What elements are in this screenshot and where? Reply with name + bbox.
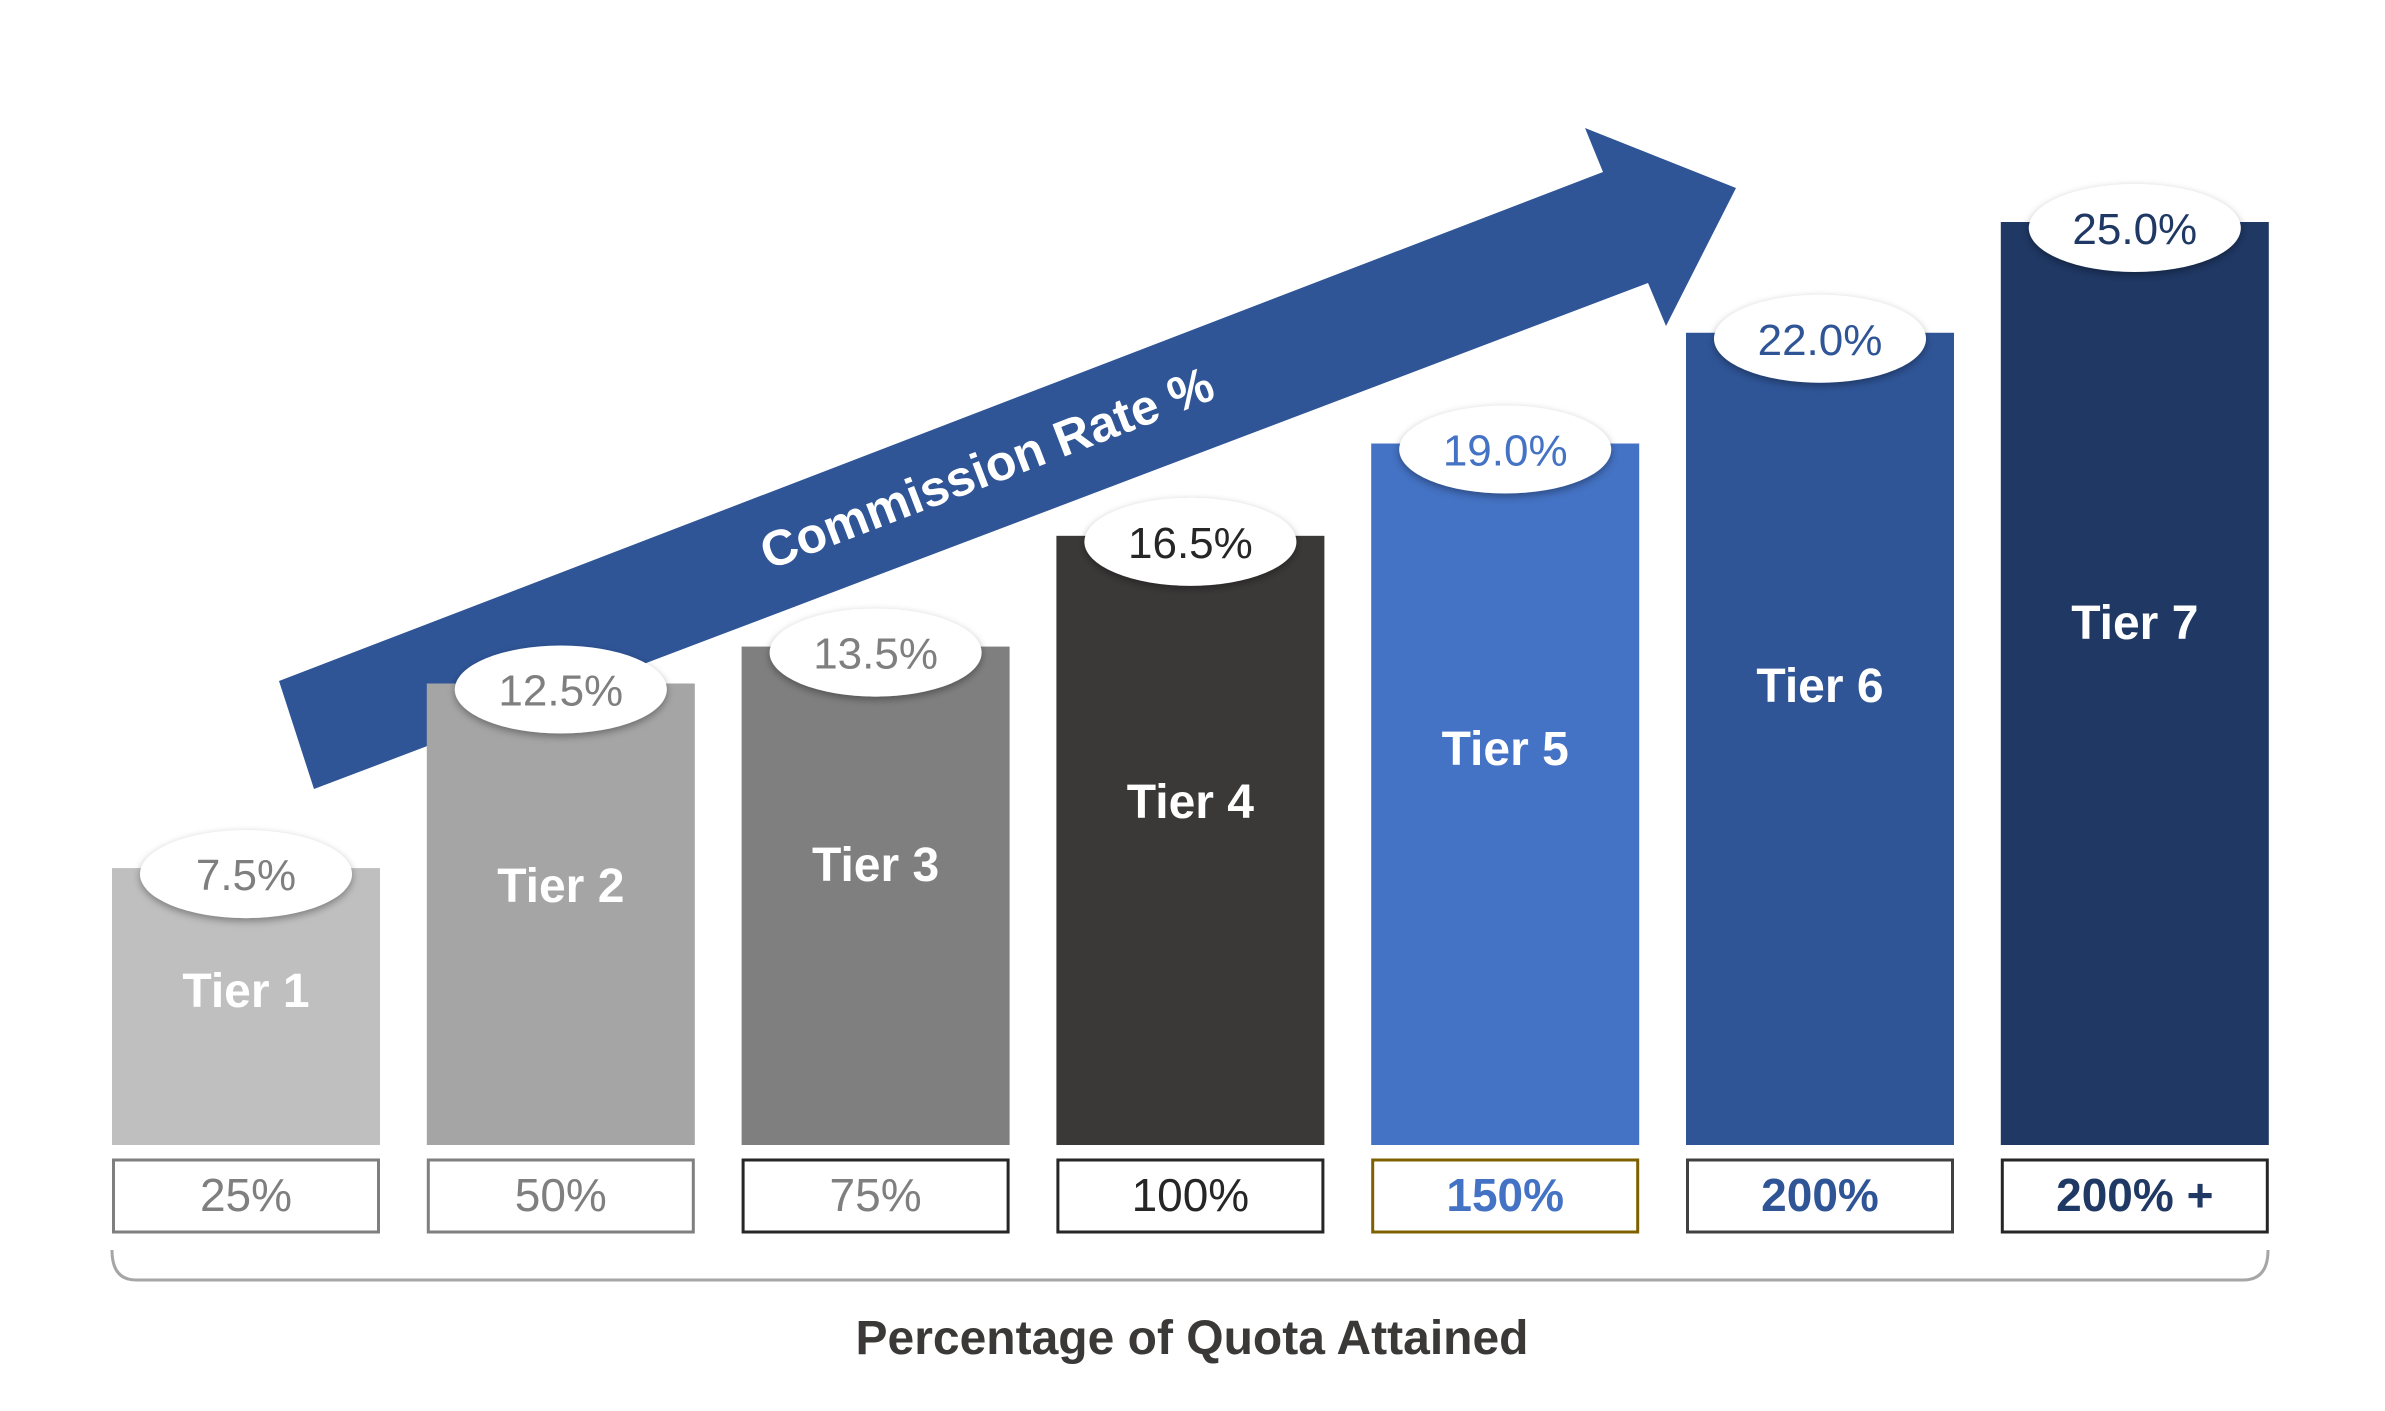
value-pill-tier-1 bbox=[140, 830, 352, 919]
x-axis-label: Percentage of Quota Attained bbox=[856, 1312, 1529, 1365]
quota-box-border-tier-5 bbox=[1371, 1158, 1640, 1234]
bar-label-tier-1: Tier 1 bbox=[182, 965, 309, 1018]
quota-label-tier-5: 150% bbox=[1446, 1169, 1564, 1221]
bar-label-tier-4: Tier 4 bbox=[1127, 776, 1255, 829]
quota-box-border-tier-4 bbox=[1056, 1158, 1325, 1234]
value-label-tier-6: 22.0% bbox=[1758, 316, 1883, 365]
bar-label-tier-6: Tier 6 bbox=[1756, 660, 1883, 713]
quota-box-tier-3: 75% bbox=[741, 1158, 1010, 1234]
value-label-tier-1: 7.5% bbox=[196, 851, 296, 900]
quota-labels-layer: 25% 50% 75% 100% 150% 200% 200% + bbox=[112, 1158, 2269, 1234]
quota-box-tier-2: 50% bbox=[426, 1158, 695, 1234]
bar-group-tier-1: Tier 1 7.5% bbox=[112, 830, 380, 1145]
quota-box-tier-4: 100% bbox=[1056, 1158, 1325, 1234]
value-label-tier-3: 13.5% bbox=[813, 630, 938, 679]
bar-group-tier-7: Tier 7 25.0% bbox=[2000, 184, 2269, 1145]
value-pill-tier-2 bbox=[454, 645, 667, 734]
quota-label-tier-6: 200% bbox=[1761, 1169, 1879, 1221]
quota-box-tier-1: 25% bbox=[112, 1158, 380, 1234]
value-pill-tier-5 bbox=[1399, 405, 1612, 494]
bar-tier-7 bbox=[2000, 222, 2269, 1145]
value-pill-tier-3 bbox=[769, 608, 982, 697]
bar-group-tier-5: Tier 5 19.0% bbox=[1371, 405, 1640, 1145]
bar-tier-4 bbox=[1056, 535, 1325, 1145]
quota-label-tier-7: 200% + bbox=[2056, 1169, 2213, 1221]
value-label-tier-7: 25.0% bbox=[2072, 205, 2197, 254]
quota-box-border-tier-2 bbox=[426, 1158, 695, 1234]
arrow-icon bbox=[279, 128, 1736, 789]
quota-label-tier-4: 100% bbox=[1132, 1169, 1250, 1221]
quota-box-border-tier-1 bbox=[112, 1158, 380, 1234]
bar-label-tier-3: Tier 3 bbox=[812, 839, 939, 892]
quota-label-tier-1: 25% bbox=[200, 1169, 292, 1221]
bar-tier-6 bbox=[1686, 332, 1954, 1145]
quota-box-tier-5: 150% bbox=[1371, 1158, 1640, 1234]
bar-tier-3 bbox=[741, 646, 1010, 1145]
quota-label-tier-2: 50% bbox=[515, 1169, 607, 1221]
value-label-tier-4: 16.5% bbox=[1128, 519, 1253, 568]
value-pill-tier-4 bbox=[1084, 497, 1297, 586]
value-pill-tier-6 bbox=[1714, 294, 1926, 383]
bar-label-tier-2: Tier 2 bbox=[497, 860, 624, 913]
value-pill-tier-7 bbox=[2028, 184, 2241, 272]
value-label-tier-5: 19.0% bbox=[1443, 427, 1568, 476]
bar-label-tier-7: Tier 7 bbox=[2071, 597, 2198, 650]
bar-group-tier-2: Tier 2 12.5% bbox=[426, 645, 695, 1145]
quota-label-tier-3: 75% bbox=[830, 1169, 922, 1221]
quota-box-tier-6: 200% bbox=[1686, 1158, 1954, 1234]
bar-group-tier-6: Tier 6 22.0% bbox=[1686, 294, 1954, 1145]
bar-group-tier-4: Tier 4 16.5% bbox=[1056, 497, 1325, 1145]
bar-tier-5 bbox=[1371, 443, 1640, 1145]
bar-group-tier-3: Tier 3 13.5% bbox=[741, 608, 1010, 1145]
bars-layer: Tier 1 7.5% Tier 2 12.5% Tier 3 13.5% Tier 4 16… bbox=[112, 184, 2269, 1145]
value-label-tier-2: 12.5% bbox=[498, 667, 623, 716]
bar-label-tier-5: Tier 5 bbox=[1442, 723, 1569, 776]
quota-box-border-tier-7 bbox=[2000, 1158, 2269, 1234]
quota-bracket bbox=[110, 1249, 2270, 1282]
bar-tier-2 bbox=[426, 683, 695, 1145]
quota-box-tier-7: 200% + bbox=[2000, 1158, 2269, 1234]
quota-box-border-tier-3 bbox=[741, 1158, 1010, 1234]
quota-box-border-tier-6 bbox=[1686, 1158, 1954, 1234]
